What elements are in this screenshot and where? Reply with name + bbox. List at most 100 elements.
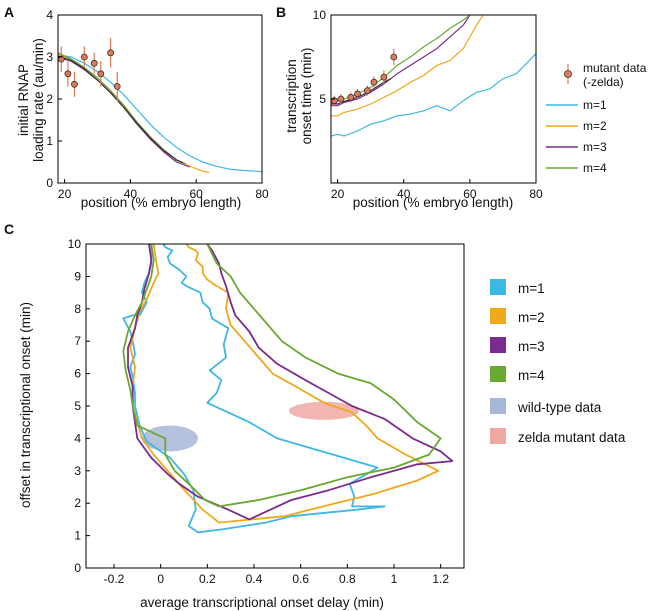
panel-b-data-point <box>354 90 361 98</box>
panel-a-ytick-label: 3 <box>46 50 53 64</box>
legend-c-label-m4: m=4 <box>518 368 545 383</box>
panel-b-data-point <box>370 78 378 86</box>
panel-c-ytick-label: 6 <box>74 367 81 381</box>
legend-c-swatch-wildtype <box>490 398 506 414</box>
panel-a-ytick-label: 0 <box>46 176 53 190</box>
legend-ab-point-marker <box>564 70 572 78</box>
panel-c-xtick-label: 0 <box>157 572 164 586</box>
panel-a-xtick-label: 60 <box>190 187 204 201</box>
panel-a-ytick-label: 2 <box>46 92 53 106</box>
legend-c-label-m2: m=2 <box>518 310 545 325</box>
panel-c-xtick-label: 0.8 <box>339 572 356 586</box>
legend-c-label-m3: m=3 <box>518 339 545 354</box>
panel-b-data-point <box>390 53 398 61</box>
panel-c-series-m3 <box>127 244 454 521</box>
legend-c-label-zelda: zelda mutant data <box>518 430 626 445</box>
panel-letter-a: A <box>4 4 14 20</box>
legend-c-swatch-m4 <box>490 366 506 382</box>
panel-b-xtick-label: 40 <box>397 187 411 201</box>
legend-ab-label-m4: m=4 <box>583 161 607 175</box>
panel-a-data-point <box>71 80 78 88</box>
legend-ab-swatches <box>546 64 578 169</box>
panel-b-xtick-label: 20 <box>331 187 345 201</box>
panel-c-xtick-label: 1.2 <box>432 572 449 586</box>
panel-a-axes-frame <box>57 14 263 184</box>
panel-c-ytick-label: 5 <box>74 399 81 413</box>
panel-c-ytick-label: 1 <box>74 529 81 543</box>
panel-c-ytick-label: 10 <box>68 237 82 251</box>
panel-b-ytick-label: 10 <box>313 8 327 22</box>
panel-c-ytick-label: 9 <box>74 269 81 283</box>
panel-c-series-m1 <box>122 244 386 534</box>
panel-a-ylabel-line2: loading rate (au/min) <box>31 38 46 162</box>
panel-c-xtick-label: 0.4 <box>246 572 263 586</box>
legend-c-label-m1: m=1 <box>518 281 545 296</box>
panel-a-series-m1 <box>58 54 262 173</box>
legend-c-swatches <box>490 279 506 444</box>
legend-ab-point-label2: (-zelda) <box>583 75 624 89</box>
panel-c-series-m2 <box>129 244 440 524</box>
panel-a-xlabel: position (% embryo length) <box>81 195 242 210</box>
panel-b-xtick-label: 80 <box>529 187 543 201</box>
panel-letter-b: B <box>276 4 286 20</box>
panel-a-series-m2 <box>58 54 210 174</box>
panel-a-series-group <box>58 52 262 174</box>
panel-a-data-point <box>107 49 115 57</box>
panel-a-ylabel-line1: initial RNAP <box>16 64 31 136</box>
panel-b-plot: 20 40 60 80 5 10 <box>313 8 543 201</box>
panel-c-xtick-label: 0.2 <box>199 572 216 586</box>
legend-ab-point-label: mutant data <box>583 61 647 75</box>
panel-a-ytick-label: 4 <box>46 8 53 22</box>
legend-ab-label-m2: m=2 <box>583 119 607 133</box>
legend-c-swatch-zelda <box>490 428 506 444</box>
panel-a-xtick-label: 40 <box>124 187 138 201</box>
panel-a-series-black <box>58 55 184 164</box>
panel-c-xtick-label: -0.2 <box>104 572 125 586</box>
panel-c-series-group <box>122 244 454 534</box>
panel-c-ytick-label: 3 <box>74 464 81 478</box>
panel-c-xtick-label: 0.6 <box>292 572 309 586</box>
panel-c-series-m4 <box>122 244 442 508</box>
panel-c-xtick-label: 1 <box>391 572 398 586</box>
panel-b-data-point <box>337 95 345 103</box>
panel-a-data-point <box>113 83 121 90</box>
panel-b-series-group <box>331 15 536 137</box>
panel-a-series-m3 <box>58 56 190 168</box>
panel-b-ylabel-line1: transcription <box>284 59 299 133</box>
panel-b-ylabel-line2: onset time (min) <box>299 48 314 145</box>
legend-ab-label-m3: m=3 <box>583 140 607 154</box>
panel-a-data-point <box>64 70 72 78</box>
panel-c-plot: -0.2 0 0.2 0.4 0.6 0.8 1 1.2 0 1 2 3 4 5 6 7 8 9 10 <box>68 237 465 586</box>
panel-b-data-point <box>380 73 388 81</box>
panel-b-ytick-label: 5 <box>319 92 326 106</box>
panel-a-ytick-label: 1 <box>46 134 53 148</box>
panel-c-ytick-label: 0 <box>74 561 81 575</box>
legend-c-swatch-m3 <box>490 337 506 353</box>
panel-c-xlabel: average transcriptional onset delay (min… <box>140 595 384 610</box>
panel-c-ellipse-zelda <box>289 401 359 420</box>
panel-b-series-m1 <box>331 53 536 137</box>
panel-b-xtick-label: 60 <box>463 187 477 201</box>
panel-b-data-point <box>347 93 355 101</box>
panel-a-series-m4 <box>58 52 187 165</box>
panel-a-data-point <box>97 70 105 78</box>
panel-b-series-m3 <box>331 15 471 107</box>
panel-letter-c: C <box>4 221 14 237</box>
panel-b-series-m4 <box>331 15 471 103</box>
legend-ab-label-m1: m=1 <box>583 98 607 112</box>
legend-c-swatch-m1 <box>490 279 506 295</box>
panel-a-data-point <box>80 53 88 61</box>
panel-c-ytick-label: 7 <box>74 334 81 348</box>
panel-a-xtick-label: 80 <box>255 187 269 201</box>
panel-a-xtick-label: 20 <box>58 187 72 201</box>
panel-b-data-point <box>363 87 371 94</box>
panel-c-ylabel: offset in transcriptional onset (min) <box>18 302 33 508</box>
legend-c-label-wildtype: wild-type data <box>517 400 602 415</box>
panel-c-ytick-label: 2 <box>74 496 81 510</box>
panel-a-plot: 20 40 60 80 0 1 2 3 4 <box>46 8 269 201</box>
panel-c-ytick-label: 8 <box>74 302 81 316</box>
panel-b-xlabel: position (% embryo length) <box>353 195 514 210</box>
legend-c-swatch-m2 <box>490 308 506 324</box>
panel-a-data-point <box>90 59 98 67</box>
